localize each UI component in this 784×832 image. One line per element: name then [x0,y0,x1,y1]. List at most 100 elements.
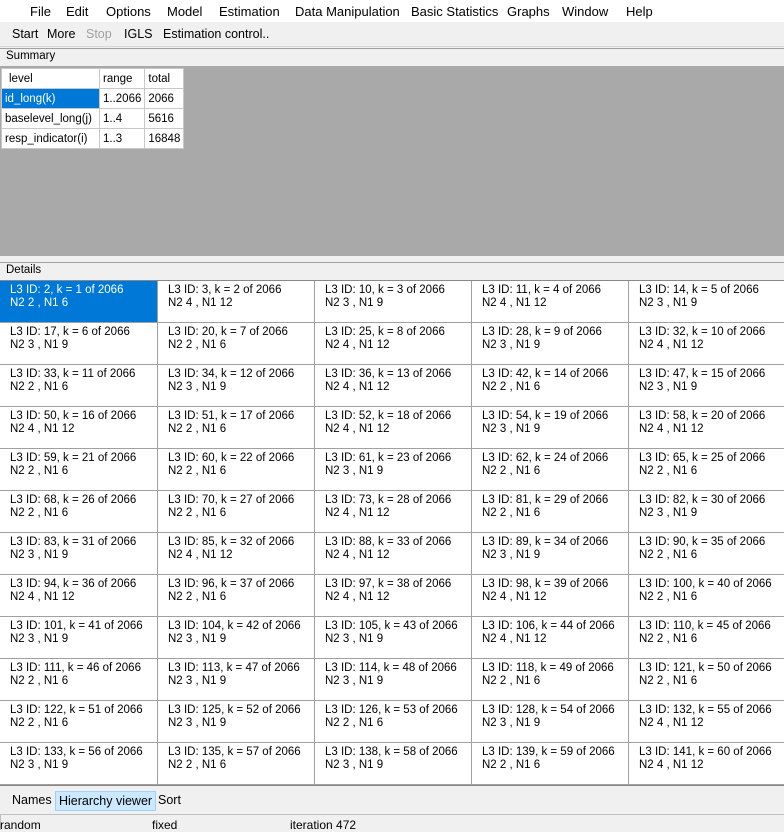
hierarchy-cell[interactable]: L3 ID: 82, k = 30 of 2066 N2 3 , N1 9 [629,491,784,533]
hierarchy-cell[interactable]: L3 ID: 10, k = 3 of 2066 N2 3 , N1 9 [315,281,472,323]
table-cell: resp_indicator(i) [1,128,100,149]
tab[interactable]: Hierarchy viewer [55,791,157,811]
hierarchy-cell[interactable]: L3 ID: 90, k = 35 of 2066 N2 2 , N1 6 [629,533,784,575]
tab[interactable]: Sort [158,793,181,807]
hierarchy-cell[interactable]: L3 ID: 33, k = 11 of 2066 N2 2 , N1 6 [0,365,158,407]
hierarchy-cell[interactable]: L3 ID: 125, k = 52 of 2066 N2 3 , N1 9 [158,701,315,743]
menu-item[interactable]: Data Manipulation [295,4,400,19]
toolbar-button[interactable]: Estimation control.. [163,27,270,41]
hierarchy-cell[interactable]: L3 ID: 97, k = 38 of 2066 N2 4 , N1 12 [315,575,472,617]
hierarchy-cell[interactable]: L3 ID: 81, k = 29 of 2066 N2 2 , N1 6 [472,491,629,533]
menu-item[interactable]: Options [106,4,151,19]
toolbar-button[interactable]: IGLS [124,27,153,41]
toolbar-button[interactable]: Stop [86,27,112,41]
hierarchy-cell[interactable]: L3 ID: 138, k = 58 of 2066 N2 3 , N1 9 [315,743,472,785]
hierarchy-cell[interactable]: L3 ID: 122, k = 51 of 2066 N2 2 , N1 6 [0,701,158,743]
cell-id-line: L3 ID: 25, k = 8 of 2066 [325,326,445,338]
hierarchy-cell[interactable]: L3 ID: 68, k = 26 of 2066 N2 2 , N1 6 [0,491,158,533]
hierarchy-cell[interactable]: L3 ID: 62, k = 24 of 2066 N2 2 , N1 6 [472,449,629,491]
hierarchy-cell[interactable]: L3 ID: 3, k = 2 of 2066 N2 4 , N1 12 [158,281,315,323]
hierarchy-cell[interactable]: L3 ID: 32, k = 10 of 2066 N2 4 , N1 12 [629,323,784,365]
hierarchy-cell[interactable]: L3 ID: 139, k = 59 of 2066 N2 2 , N1 6 [472,743,629,785]
status-text: iteration 472 [290,818,357,832]
table-row[interactable]: resp_indicator(i) 1..3 16848 [1,128,185,149]
hierarchy-cell[interactable]: L3 ID: 88, k = 33 of 2066 N2 4 , N1 12 [315,533,472,575]
panel-title: Summary [6,50,56,62]
cell-count-line: N2 3 , N1 9 [168,717,227,729]
hierarchy-cell[interactable]: L3 ID: 114, k = 48 of 2066 N2 3 , N1 9 [315,659,472,701]
menu-item[interactable]: Model [167,4,203,19]
hierarchy-cell[interactable]: L3 ID: 89, k = 34 of 2066 N2 3 , N1 9 [472,533,629,575]
hierarchy-cell[interactable]: L3 ID: 50, k = 16 of 2066 N2 4 , N1 12 [0,407,158,449]
cell-count-line: N2 3 , N1 9 [639,297,698,309]
hierarchy-cell[interactable]: L3 ID: 113, k = 47 of 2066 N2 3 , N1 9 [158,659,315,701]
hierarchy-cell[interactable]: L3 ID: 132, k = 55 of 2066 N2 4 , N1 12 [629,701,784,743]
hierarchy-cell[interactable]: L3 ID: 100, k = 40 of 2066 N2 2 , N1 6 [629,575,784,617]
hierarchy-cell[interactable]: L3 ID: 141, k = 60 of 2066 N2 4 , N1 12 [629,743,784,785]
hierarchy-cell[interactable]: L3 ID: 110, k = 45 of 2066 N2 2 , N1 6 [629,617,784,659]
hierarchy-cell[interactable]: L3 ID: 34, k = 12 of 2066 N2 3 , N1 9 [158,365,315,407]
hierarchy-cell[interactable]: L3 ID: 11, k = 4 of 2066 N2 4 , N1 12 [472,281,629,323]
table-row[interactable]: baselevel_long(j) 1..4 5616 [1,108,185,129]
cell-id-line: L3 ID: 11, k = 4 of 2066 [482,284,602,296]
cell-count-line: N2 2 , N1 6 [482,381,541,393]
toolbar-button[interactable]: Start [12,27,39,41]
hierarchy-cell[interactable]: L3 ID: 61, k = 23 of 2066 N2 3 , N1 9 [315,449,472,491]
hierarchy-cell[interactable]: L3 ID: 118, k = 49 of 2066 N2 2 , N1 6 [472,659,629,701]
menu-item[interactable]: Graphs [507,4,550,19]
tab-bar: Names Hierarchy viewer Sort [0,786,784,812]
hierarchy-cell[interactable]: L3 ID: 121, k = 50 of 2066 N2 2 , N1 6 [629,659,784,701]
hierarchy-cell[interactable]: L3 ID: 135, k = 57 of 2066 N2 2 , N1 6 [158,743,315,785]
hierarchy-cell[interactable]: L3 ID: 60, k = 22 of 2066 N2 2 , N1 6 [158,449,315,491]
hierarchy-cell[interactable]: L3 ID: 83, k = 31 of 2066 N2 3 , N1 9 [0,533,158,575]
menu-item[interactable]: Estimation [219,4,280,19]
hierarchy-cell[interactable]: L3 ID: 2, k = 1 of 2066 N2 2 , N1 6 [0,281,158,323]
hierarchy-cell[interactable]: L3 ID: 25, k = 8 of 2066 N2 4 , N1 12 [315,323,472,365]
hierarchy-cell[interactable]: L3 ID: 14, k = 5 of 2066 N2 3 , N1 9 [629,281,784,323]
cell-id-line: L3 ID: 135, k = 57 of 2066 [168,746,301,758]
hierarchy-cell[interactable]: L3 ID: 126, k = 53 of 2066 N2 2 , N1 6 [315,701,472,743]
table-row[interactable]: id_long(k) 1..2066 2066 [1,88,185,109]
hierarchy-cell[interactable]: L3 ID: 59, k = 21 of 2066 N2 2 , N1 6 [0,449,158,491]
hierarchy-cell[interactable]: L3 ID: 73, k = 28 of 2066 N2 4 , N1 12 [315,491,472,533]
cell-count-line: N2 2 , N1 6 [168,759,227,771]
hierarchy-cell[interactable]: L3 ID: 20, k = 7 of 2066 N2 2 , N1 6 [158,323,315,365]
cell-count-line: N2 4 , N1 12 [639,759,704,771]
hierarchy-cell[interactable]: L3 ID: 105, k = 43 of 2066 N2 3 , N1 9 [315,617,472,659]
hierarchy-cell[interactable]: L3 ID: 101, k = 41 of 2066 N2 3 , N1 9 [0,617,158,659]
hierarchy-cell[interactable]: L3 ID: 85, k = 32 of 2066 N2 4 , N1 12 [158,533,315,575]
hierarchy-cell[interactable]: L3 ID: 94, k = 36 of 2066 N2 4 , N1 12 [0,575,158,617]
menu-item[interactable]: Help [626,4,653,19]
hierarchy-cell[interactable]: L3 ID: 58, k = 20 of 2066 N2 4 , N1 12 [629,407,784,449]
hierarchy-cell[interactable]: L3 ID: 104, k = 42 of 2066 N2 3 , N1 9 [158,617,315,659]
tab[interactable]: Names [12,793,52,807]
hierarchy-cell[interactable]: L3 ID: 42, k = 14 of 2066 N2 2 , N1 6 [472,365,629,407]
hierarchy-cell[interactable]: L3 ID: 17, k = 6 of 2066 N2 3 , N1 9 [0,323,158,365]
hierarchy-cell[interactable]: L3 ID: 133, k = 56 of 2066 N2 3 , N1 9 [0,743,158,785]
status-text: fixed [152,818,178,832]
cell-count-line: N2 3 , N1 9 [10,339,69,351]
hierarchy-cell[interactable]: L3 ID: 54, k = 19 of 2066 N2 3 , N1 9 [472,407,629,449]
hierarchy-cell[interactable]: L3 ID: 98, k = 39 of 2066 N2 4 , N1 12 [472,575,629,617]
hierarchy-cell[interactable]: L3 ID: 96, k = 37 of 2066 N2 2 , N1 6 [158,575,315,617]
cell-id-line: L3 ID: 60, k = 22 of 2066 [168,452,295,464]
cell-count-line: N2 2 , N1 6 [639,549,698,561]
hierarchy-cell[interactable]: L3 ID: 51, k = 17 of 2066 N2 2 , N1 6 [158,407,315,449]
hierarchy-cell[interactable]: L3 ID: 36, k = 13 of 2066 N2 4 , N1 12 [315,365,472,407]
cell-count-line: N2 4 , N1 12 [168,549,233,561]
menu-item[interactable]: File [30,4,51,19]
hierarchy-cell[interactable]: L3 ID: 65, k = 25 of 2066 N2 2 , N1 6 [629,449,784,491]
hierarchy-cell[interactable]: L3 ID: 106, k = 44 of 2066 N2 4 , N1 12 [472,617,629,659]
hierarchy-cell[interactable]: L3 ID: 111, k = 46 of 2066 N2 2 , N1 6 [0,659,158,701]
toolbar-button[interactable]: More [47,27,76,41]
hierarchy-cell[interactable]: L3 ID: 52, k = 18 of 2066 N2 4 , N1 12 [315,407,472,449]
hierarchy-cell[interactable]: L3 ID: 28, k = 9 of 2066 N2 3 , N1 9 [472,323,629,365]
menu-item[interactable]: Basic Statistics [411,4,499,19]
cell-count-line: N2 3 , N1 9 [325,297,384,309]
menu-item[interactable]: Window [562,4,609,19]
hierarchy-cell[interactable]: L3 ID: 128, k = 54 of 2066 N2 3 , N1 9 [472,701,629,743]
hierarchy-cell[interactable]: L3 ID: 47, k = 15 of 2066 N2 3 , N1 9 [629,365,784,407]
hierarchy-cell[interactable]: L3 ID: 70, k = 27 of 2066 N2 2 , N1 6 [158,491,315,533]
toolbar: Start More Stop IGLS Estimation control.. [0,22,784,47]
menu-item[interactable]: Edit [66,4,89,19]
